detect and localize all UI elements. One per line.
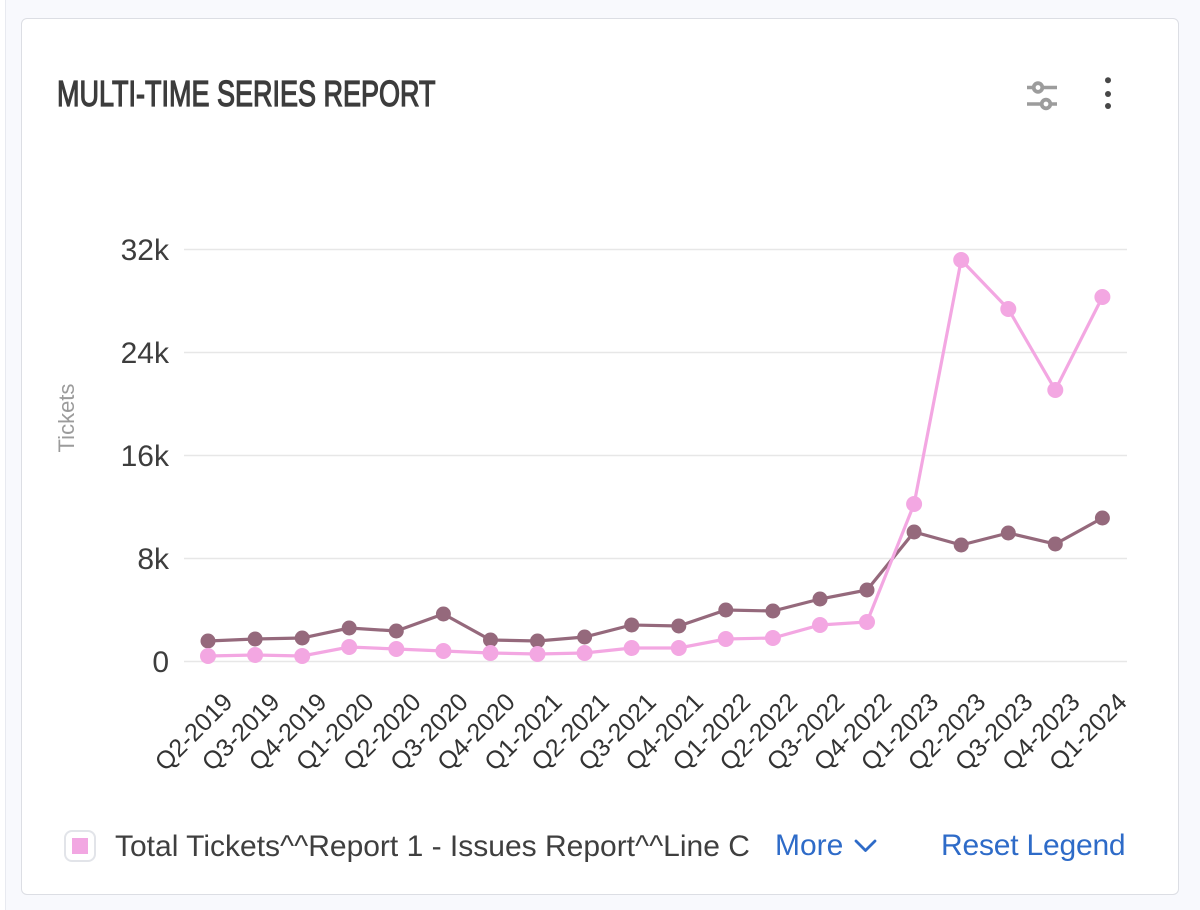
svg-text:16k: 16k xyxy=(121,440,170,473)
svg-text:8k: 8k xyxy=(137,543,170,576)
svg-text:0: 0 xyxy=(152,646,169,679)
svg-text:Tickets: Tickets xyxy=(54,384,79,453)
svg-text:24k: 24k xyxy=(121,337,170,370)
svg-text:32k: 32k xyxy=(121,234,170,267)
